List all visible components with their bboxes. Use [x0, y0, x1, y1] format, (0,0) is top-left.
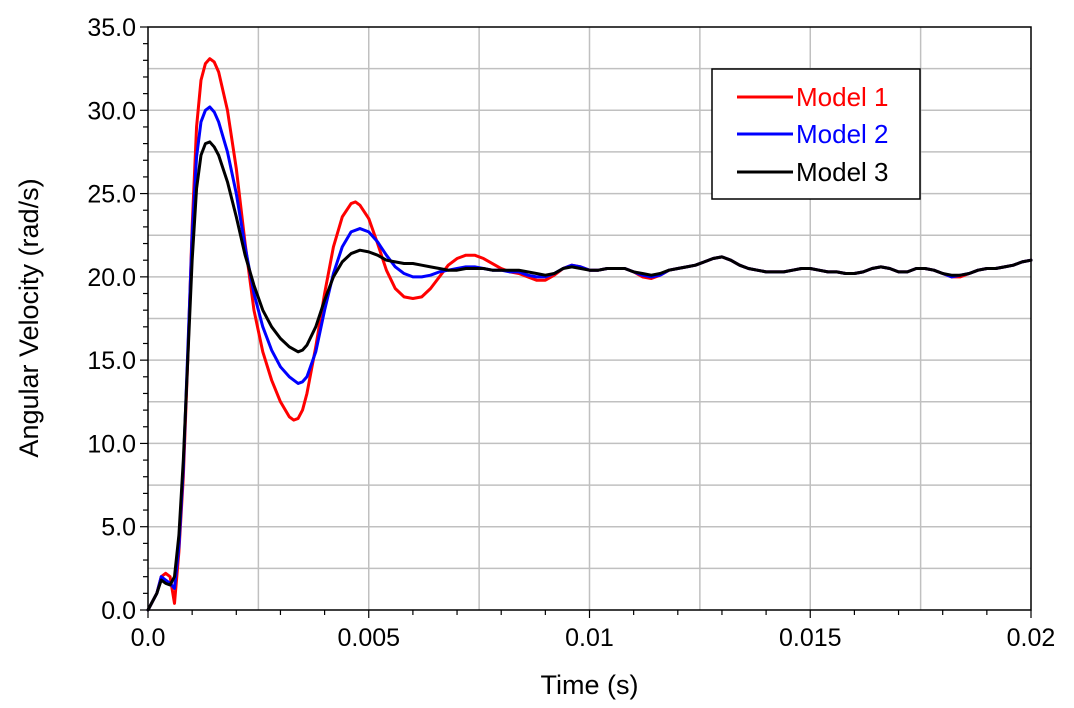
legend-label-model-1: Model 1 — [796, 82, 889, 112]
y-axis-title: Angular Velocity (rad/s) — [14, 178, 44, 457]
x-tick-label: 0.01 — [565, 624, 614, 652]
x-tick-label: 0.02 — [1007, 624, 1056, 652]
y-tick-label: 25.0 — [87, 181, 136, 209]
y-tick-label: 20.0 — [87, 264, 136, 292]
x-tick-label: 0.005 — [337, 624, 400, 652]
legend-label-model-3: Model 3 — [796, 157, 889, 187]
x-axis-title: Time (s) — [541, 670, 639, 700]
plot-frame — [147, 26, 1032, 611]
y-tick-labels: 0.0 5.0 10.0 15.0 20.0 25.0 30.0 35.0 — [87, 14, 136, 625]
x-tick-label: 0.015 — [779, 624, 842, 652]
y-tick-label: 35.0 — [87, 14, 136, 42]
x-tick-label: 0.0 — [131, 624, 166, 652]
y-tick-label: 10.0 — [87, 430, 136, 458]
legend: Model 1 Model 2 Model 3 — [711, 68, 921, 200]
x-tick-labels: 0.0 0.005 0.01 0.015 0.02 — [131, 624, 1056, 652]
y-tick-label: 0.0 — [101, 597, 136, 625]
y-tick-label: 5.0 — [101, 514, 136, 542]
y-tick-label: 30.0 — [87, 97, 136, 125]
series-layer — [146, 57, 1033, 612]
minor-ticks — [140, 26, 1032, 618]
legend-label-model-2: Model 2 — [796, 119, 889, 149]
series-line-model-3 — [146, 140, 1033, 612]
y-tick-label: 15.0 — [87, 347, 136, 375]
